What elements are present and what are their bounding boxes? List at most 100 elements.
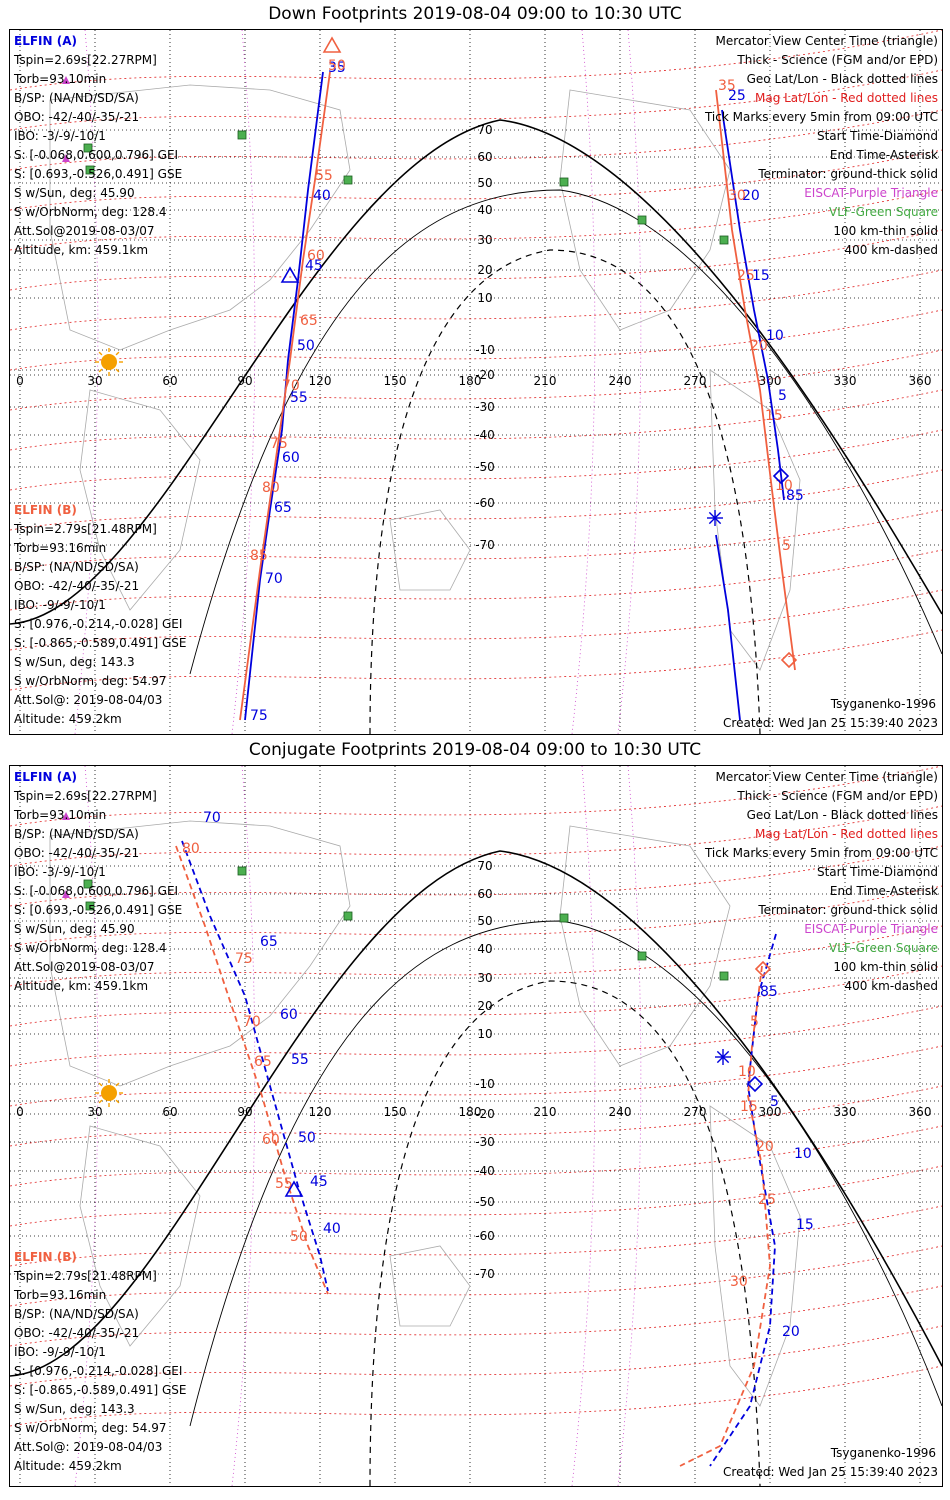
eiscat-marker: [62, 812, 70, 820]
elfin-a-info: Torb=93.10min: [14, 72, 107, 86]
lat-label: -10: [475, 343, 495, 357]
lon-label: 270: [684, 374, 707, 388]
lon-label: 180: [459, 1105, 482, 1119]
elfin-b-info: S: [0.976,-0.214,-0.028] GEI: [14, 1364, 183, 1378]
elfin-a-info: S w/Sun, deg: 45.90: [14, 922, 135, 936]
start-diamond: [772, 467, 790, 485]
elfin-b-track: [239, 71, 331, 721]
lat-label: -20: [475, 1107, 495, 1121]
mag-lon-line: [74, 30, 99, 734]
elfin-b-tick-label: 50: [290, 1229, 308, 1245]
mag-lat-line: [10, 229, 942, 291]
elfin-a-info: Altitude, km: 459.1km: [14, 243, 149, 257]
lon-label: 150: [384, 374, 407, 388]
land-outline: [79, 389, 201, 611]
elfin-b-tick-label: 55: [275, 1176, 293, 1192]
mag-lat-line: [10, 469, 942, 531]
elfin-a-tick-label: 65: [260, 934, 278, 950]
map-panel-conjugate: 0 30 60 90 120 150 180 210 240 270 300 330 360 70 60 50…: [9, 765, 943, 1487]
legend-item: Terminator: ground-thick solid: [758, 167, 938, 181]
elfin-b-tick-label: 70: [282, 378, 300, 394]
mag-lat-line: [10, 1045, 942, 1107]
lat-label: -30: [475, 1135, 495, 1149]
end-asterisk: [708, 511, 722, 525]
land-outline: [49, 820, 351, 1087]
view-center-triangle: [284, 1180, 304, 1197]
elfin-b-info: B/SP: (NA/ND/SD/SA): [14, 560, 139, 574]
elfin-b-info: B/SP: (NA/ND/SD/SA): [14, 1307, 139, 1321]
elfin-a-info: Torb=93.10min: [14, 808, 107, 822]
lat-label: -10: [475, 1077, 495, 1091]
elfin-a-info: Altitude, km: 459.1km: [14, 979, 149, 993]
lon-label: 90: [237, 374, 252, 388]
elfin-b-info: Tspin=2.79s[21.48RPM]: [14, 1269, 157, 1283]
mag-lat-line: [10, 1245, 942, 1307]
legend-item: 100 km-thin solid: [833, 960, 938, 974]
elfin-b-info: Tspin=2.79s[21.48RPM]: [14, 522, 157, 536]
mag-lon-line: [74, 766, 99, 1486]
lat-label: 50: [477, 914, 492, 928]
elfin-b-tick-label: 60: [307, 248, 325, 264]
vlf-station-marker: [343, 175, 353, 185]
elfin-a-info: S: [0.693,-0.526,0.491] GSE: [14, 903, 183, 917]
lat-label: -50: [475, 1195, 495, 1209]
mag-lat-line: [10, 189, 942, 251]
elfin-b-info: S: [-0.865,-0.589,0.491] GSE: [14, 1383, 187, 1397]
land-outline: [559, 825, 731, 1067]
lat-label: -70: [475, 538, 495, 552]
lon-label: 60: [162, 374, 177, 388]
map-canvas: 0 30 60 90 120 150 180 210 240 270 300 330 360 70 60 50…: [10, 766, 942, 1486]
mag-lat-line: [10, 149, 942, 211]
lon-label: 330: [834, 374, 857, 388]
land-outline: [389, 1245, 471, 1327]
elfin-b-info: S: [0.976,-0.214,-0.028] GEI: [14, 617, 183, 631]
elfin-a-info: Att.Sol@2019-08-03/07: [14, 224, 155, 238]
model-label: Tsyganenko-1996: [830, 1446, 936, 1460]
elfin-b-info: Att.Sol@: 2019-08-04/03: [14, 693, 163, 707]
elfin-a-info: B/SP: (NA/ND/SD/SA): [14, 91, 139, 105]
mag-lat-line: [10, 965, 942, 1027]
start-diamond: [754, 960, 772, 978]
legend-item: EISCAT-Purple Triangle: [804, 922, 938, 936]
legend-item: EISCAT-Purple Triangle: [804, 186, 938, 200]
elfin-b-tick-label: 75: [270, 436, 288, 452]
end-asterisk: [716, 1050, 730, 1064]
vlf-station-marker: [559, 913, 569, 923]
vlf-station-marker: [237, 866, 247, 876]
elfin-a-info: OBO: -42/-40/-35/-21: [14, 110, 140, 124]
elfin-a-info: Tspin=2.69s[22.27RPM]: [14, 53, 157, 67]
elfin-b-info: S w/Sun, deg: 143.3: [14, 1402, 135, 1416]
elfin-a-info: S w/OrbNorm, deg: 128.4: [14, 205, 167, 219]
elfin-a-tick-label: 55: [291, 1052, 309, 1068]
eiscat-marker: [62, 76, 70, 84]
terminator-400km-line: [369, 249, 761, 734]
terminator-100km-line: [189, 189, 942, 675]
elfin-a-tick-label: 15: [796, 1217, 814, 1233]
elfin-a-info: Tspin=2.69s[22.27RPM]: [14, 789, 157, 803]
mag-lat-line: [10, 509, 942, 571]
land-outline: [49, 84, 351, 351]
mag-lon-line: [231, 30, 256, 734]
elfin-a-info: B/SP: (NA/ND/SD/SA): [14, 827, 139, 841]
elfin-b-info: S w/OrbNorm, deg: 54.97: [14, 674, 167, 688]
created-label: Created: Wed Jan 25 15:39:40 2023: [723, 716, 938, 730]
mag-lat-line: [10, 1325, 942, 1387]
lat-label: 10: [477, 1027, 492, 1041]
elfin-b-track: [715, 89, 796, 671]
lat-label: 60: [477, 887, 492, 901]
mag-lat-line: [10, 549, 942, 611]
lon-label: 240: [609, 374, 632, 388]
legend-item: Geo Lat/Lon - Black dotted lines: [746, 808, 938, 822]
legend-item: VLF-Green Square: [829, 941, 938, 955]
sun-icon: [101, 354, 117, 370]
sun-ray: [98, 351, 103, 356]
vlf-station-marker: [719, 235, 729, 245]
vlf-station-marker: [83, 879, 93, 889]
lat-label: -60: [475, 496, 495, 510]
lat-label: 60: [477, 150, 492, 164]
lat-label: -60: [475, 1229, 495, 1243]
legend-item: 400 km-dashed: [844, 243, 938, 257]
lat-label: -70: [475, 1267, 495, 1281]
mag-lat-line: [10, 629, 942, 691]
land-outline: [709, 1105, 801, 1407]
